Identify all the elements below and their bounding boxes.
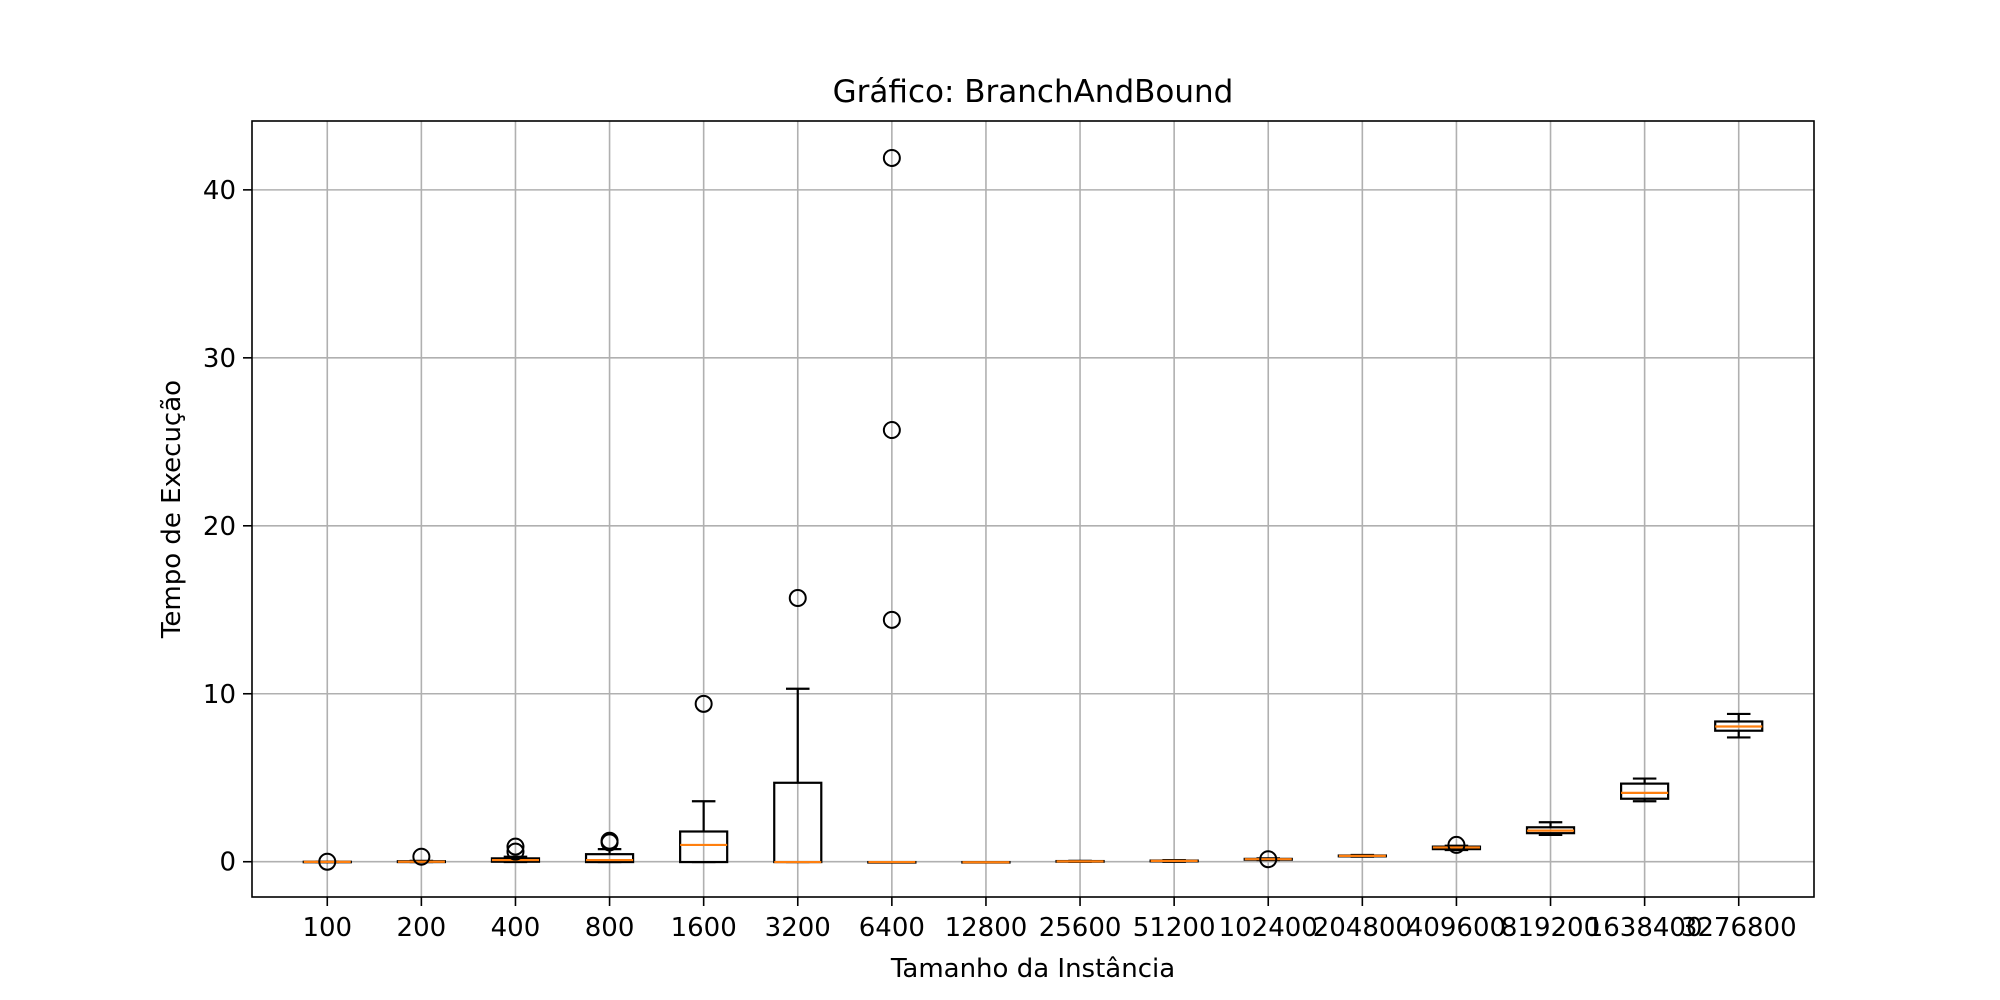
y-axis-label: Tempo de Execução (157, 380, 187, 639)
x-tick-label: 3276800 (1681, 913, 1797, 943)
boxplot-25600 (1055, 859, 1105, 863)
boxplot-200 (396, 847, 446, 866)
x-tick-label: 1638400 (1587, 913, 1703, 943)
x-tick-label: 409600 (1407, 913, 1506, 943)
x-tick-label: 51200 (1133, 913, 1216, 943)
outlier-point (412, 847, 431, 866)
x-tick-label: 25600 (1039, 913, 1122, 943)
outlier-point (600, 831, 619, 850)
outlier-point (694, 694, 713, 713)
outlier-point (1259, 850, 1278, 869)
chart-title: Gráfico: BranchAndBound (833, 74, 1234, 110)
x-tick-label: 400 (491, 913, 541, 943)
outlier-point (506, 837, 525, 856)
boxplot-1638400 (1620, 777, 1670, 803)
boxplot-1600 (679, 694, 729, 864)
x-tick-label: 800 (585, 913, 635, 943)
y-tick-label: 10 (203, 680, 236, 710)
x-tick-label: 819200 (1501, 913, 1600, 943)
x-tick-label: 100 (302, 913, 352, 943)
outlier-point (788, 589, 807, 608)
plot-frame (251, 120, 1815, 898)
boxplot-51200 (1149, 858, 1199, 863)
outlier-point (882, 148, 901, 167)
y-tick-label: 40 (203, 176, 236, 206)
boxplot-3276800 (1714, 712, 1764, 739)
x-tick-label: 12800 (945, 913, 1028, 943)
boxplot-400 (490, 837, 541, 864)
boxplot-6400 (867, 148, 917, 864)
boxplot-3200 (773, 589, 823, 864)
boxplot-102400 (1243, 850, 1293, 869)
grid (252, 121, 1814, 897)
x-tick-label: 204800 (1313, 913, 1412, 943)
box (584, 853, 635, 864)
x-tick-label: 102400 (1219, 913, 1318, 943)
x-axis-label: Tamanho da Instância (890, 954, 1175, 984)
outlier-point (506, 842, 525, 861)
y-tick-label: 30 (203, 344, 236, 374)
outlier-point (882, 610, 901, 629)
boxplot-409600 (1431, 835, 1482, 854)
boxplot-100 (302, 852, 352, 871)
boxplot-819200 (1525, 821, 1576, 836)
boxplot-12800 (961, 860, 1011, 864)
x-tick-label: 200 (397, 913, 447, 943)
x-axis: 100 200 400 800 1600 3200 6400 12800 25600 51200 1… (302, 897, 1797, 943)
x-tick-label: 3200 (765, 913, 831, 943)
x-tick-label: 6400 (859, 913, 925, 943)
outlier-point (1447, 835, 1466, 854)
boxplots (302, 148, 1764, 871)
boxplot-800 (584, 831, 635, 864)
y-axis: 0 10 20 30 40 (203, 176, 252, 878)
box (679, 830, 729, 864)
x-tick-label: 1600 (671, 913, 737, 943)
boxplot-204800 (1337, 853, 1387, 858)
outlier-point (882, 421, 901, 440)
box (1620, 782, 1670, 800)
y-tick-label: 20 (203, 512, 236, 542)
y-tick-label: 0 (219, 848, 236, 878)
outlier-point (318, 852, 337, 871)
